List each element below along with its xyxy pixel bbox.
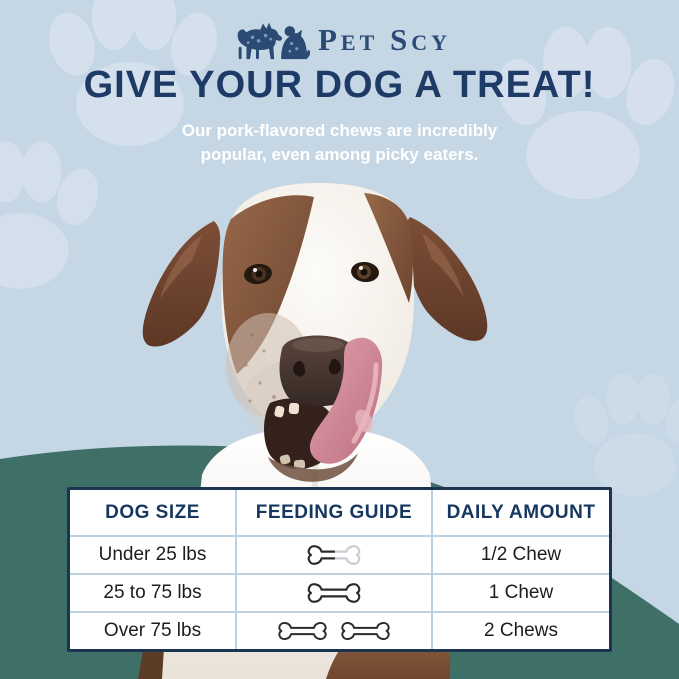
feeding-guide-cell — [235, 535, 431, 573]
feeding-table: DOG SIZE FEEDING GUIDE DAILY AMOUNT Unde… — [67, 487, 612, 652]
column-header-daily-amount: DAILY AMOUNT — [431, 490, 609, 535]
paw-print-icon — [574, 373, 679, 497]
dog-and-cat-logo-icon — [237, 22, 310, 60]
column-header-feeding-guide: FEEDING GUIDE — [235, 490, 431, 535]
dog-size-value: 25 to 75 lbs — [70, 573, 235, 611]
feeding-guide-cell — [235, 573, 431, 611]
bone-icon — [278, 621, 327, 641]
bone-icon — [341, 621, 390, 641]
paw-print-icon — [498, 26, 675, 200]
daily-amount-value: 1 Chew — [431, 573, 609, 611]
one-bone-icon — [307, 583, 361, 603]
hero-subtitle-line1: Our pork-flavored chews are incredibly — [181, 121, 498, 140]
dog-size-value: Under 25 lbs — [70, 535, 235, 573]
half-bone-icon — [307, 545, 361, 565]
dog-size-value: Over 75 lbs — [70, 611, 235, 649]
feeding-guide-cell — [235, 611, 431, 649]
brand-logo: Pet Scy — [0, 14, 679, 66]
hero-subtitle: Our pork-flavored chews are incredibly p… — [0, 119, 679, 167]
paw-print-icon — [0, 141, 99, 289]
hero-subtitle-line2: popular, even among picky eaters. — [200, 144, 479, 164]
daily-amount-value: 2 Chews — [431, 611, 609, 649]
column-header-dog-size: DOG SIZE — [105, 501, 200, 523]
daily-amount-value: 1/2 Chew — [431, 535, 609, 573]
two-bones-icon — [276, 620, 392, 642]
brand-name: Pet Scy — [317, 22, 452, 57]
paw-print-icon — [49, 0, 217, 146]
page-title: GIVE YOUR DOG A TREAT! — [83, 64, 596, 106]
